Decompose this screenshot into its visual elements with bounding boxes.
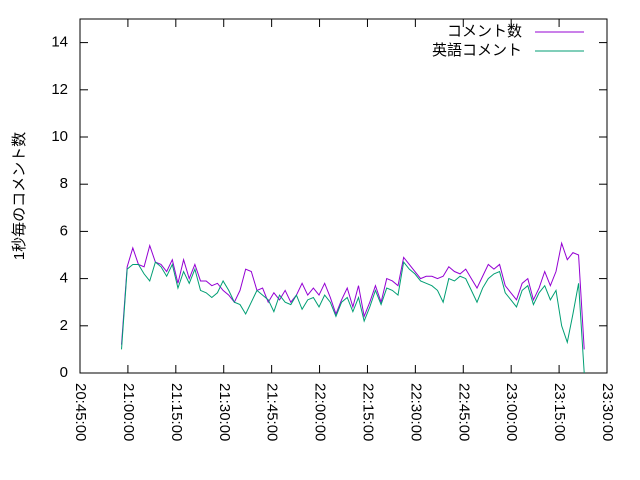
x-tick-label: 21:00:00 (120, 383, 137, 441)
y-tick-label: 2 (60, 317, 68, 334)
legend-label: コメント数 (447, 23, 522, 40)
series-line (121, 241, 585, 350)
x-tick-label: 23:00:00 (503, 383, 520, 441)
x-tick-label: 21:45:00 (264, 383, 281, 441)
x-tick-label: 22:00:00 (312, 383, 329, 441)
x-tick-label: 22:45:00 (455, 383, 472, 441)
y-tick-label: 14 (51, 34, 68, 51)
y-tick-label: 6 (60, 222, 68, 239)
y-tick-label: 0 (60, 364, 68, 381)
x-tick-label: 21:30:00 (216, 383, 233, 441)
y-tick-label: 4 (60, 270, 68, 287)
x-tick-label: 23:15:00 (551, 383, 568, 441)
x-tick-label: 20:45:00 (72, 383, 89, 441)
series-line (121, 260, 585, 374)
plot-frame (79, 18, 608, 374)
y-tick-label: 10 (51, 128, 68, 145)
x-tick-label: 21:15:00 (168, 383, 185, 441)
y-axis-label: 1秒毎のコメント数 (11, 132, 28, 260)
x-tick-label: 22:30:00 (407, 383, 424, 441)
y-tick-label: 8 (60, 175, 68, 192)
x-tick-label: 23:30:00 (599, 383, 616, 441)
y-tick-label: 12 (51, 81, 68, 98)
x-tick-label: 22:15:00 (359, 383, 376, 441)
legend-label: 英語コメント (432, 41, 522, 59)
